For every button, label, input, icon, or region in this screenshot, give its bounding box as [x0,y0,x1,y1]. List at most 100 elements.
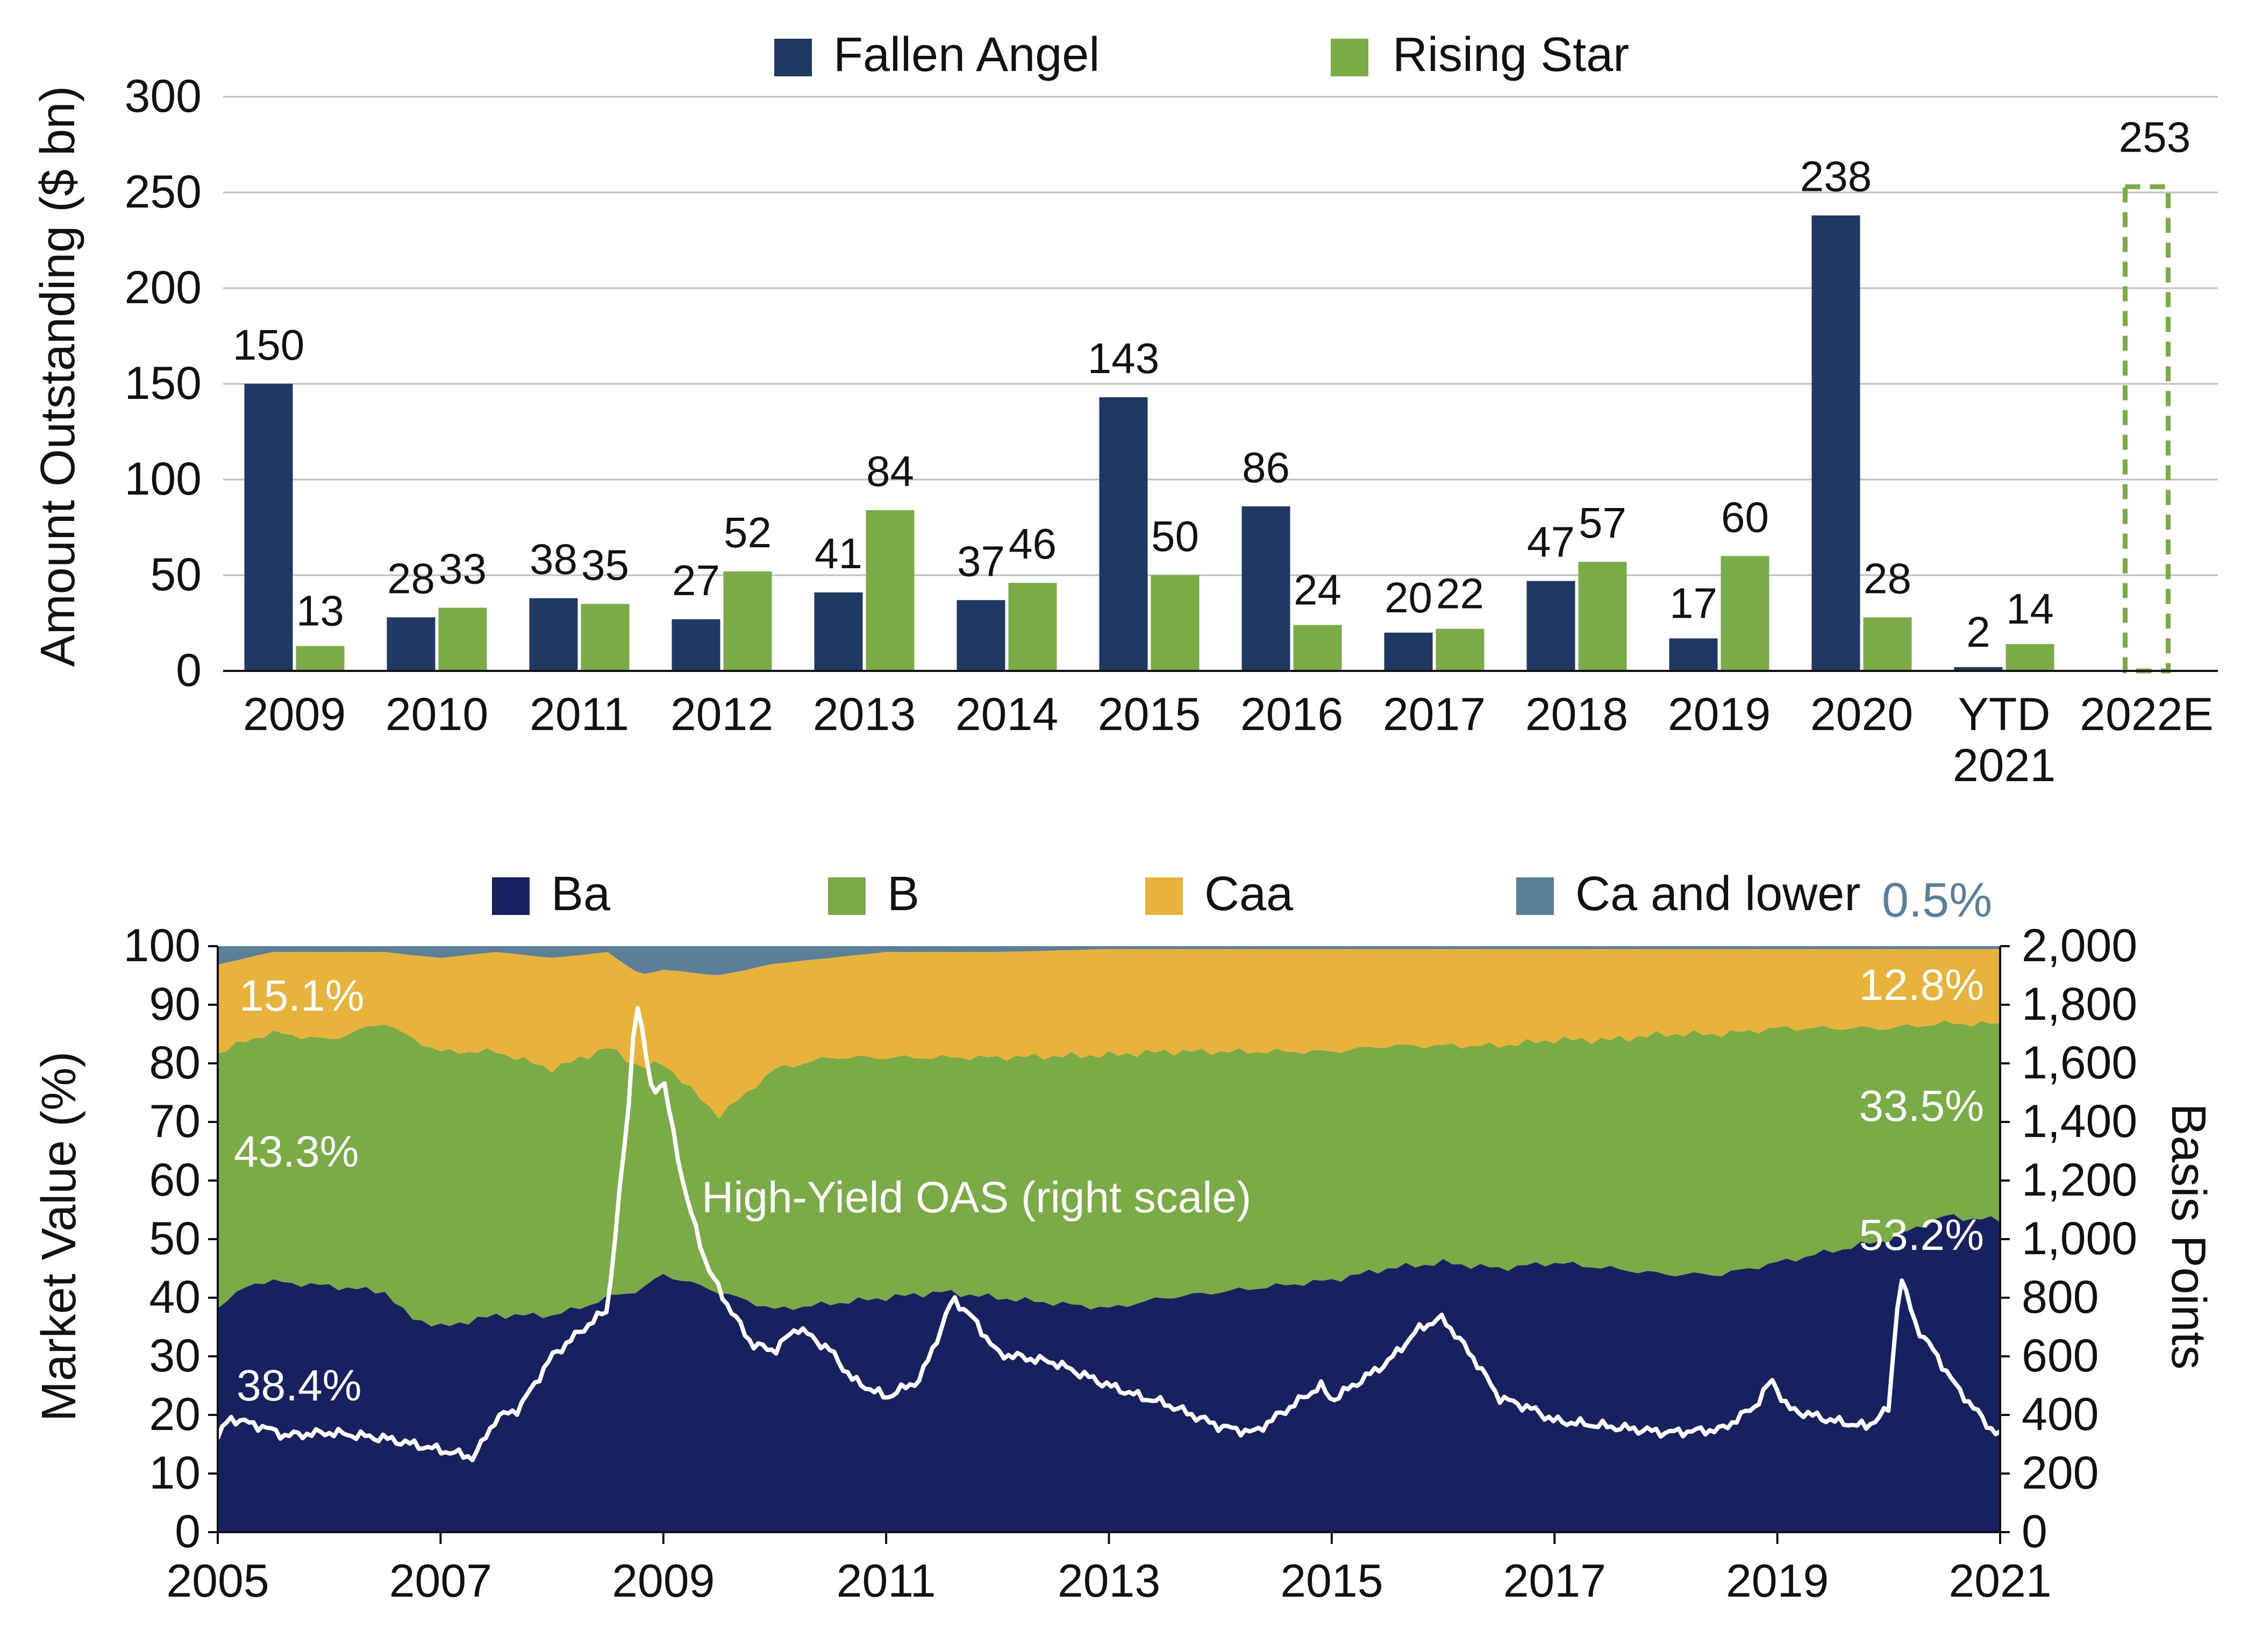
bar-estimate-label: 253 [2119,113,2190,161]
bar-value-label: 50 [1151,512,1199,560]
bottom-y2-tick-label: 1,000 [2022,1213,2137,1264]
bottom-y-tick-label: 100 [124,920,201,971]
bar-estimate [2123,184,2171,674]
top-x-tick-label: 2013 [813,689,916,740]
bar-fallen-angel [1954,667,2003,671]
bar-value-label: 57 [1579,499,1626,547]
bar-value-label: 60 [1721,493,1769,541]
bar-rising-star [1008,583,1057,671]
top-x-tick-label: 2016 [1240,689,1343,740]
bar-value-label: 28 [1864,554,1911,602]
legend-label-ca-and-lower: Ca and lower [1575,867,1860,921]
bottom-x-tick-label: 2007 [389,1555,492,1607]
bar-fallen-angel [529,598,578,671]
bottom-x-tick-label: 2011 [837,1555,936,1607]
bottom-y-tick-label: 30 [149,1330,201,1382]
annotation-b-start: 43.3% [234,1127,359,1176]
bar-rising-star [723,571,772,671]
legend-label-rising-star: Rising Star [1393,28,1629,82]
top-y-axis-title: Amount Outstanding ($ bn) [31,86,85,667]
bar-rising-star [1721,556,1769,671]
bar-value-label: 46 [1009,520,1057,568]
bottom-oas-line [216,1006,2002,1463]
bottom-y-tick-label: 0 [175,1506,201,1557]
legend-swatch-b [828,877,866,915]
bar-value-label: 24 [1294,566,1341,614]
bar-value-label: 20 [1384,574,1432,621]
bottom-y2-axis-title: Basis Points [2161,1103,2215,1369]
bottom-y-tick-label: 70 [149,1096,201,1147]
bar-value-label: 33 [439,545,487,593]
top-x-tick-label: YTD [1958,689,2051,740]
bar-rising-star [438,607,487,671]
annotation-caa-end: 12.8% [1859,961,1984,1010]
bottom-y-tick-label: 10 [149,1447,201,1499]
legend-label-ba: Ba [551,867,611,921]
bottom-x-tick-label: 2017 [1503,1555,1606,1607]
legend-label-b: B [887,867,919,921]
bar-rising-star [1436,628,1485,671]
bottom-x-tick-label: 2005 [166,1555,269,1607]
bar-value-label: 2 [1966,608,1990,656]
top-y-tick-label: 50 [150,549,202,600]
legend-swatch-rising-star [1331,39,1368,76]
bar-fallen-angel [957,600,1005,671]
top-x-tick-label: 2010 [386,689,488,740]
top-y-tick-label: 100 [125,453,202,505]
bar-fallen-angel [814,592,863,671]
bottom-y2-tick-label: 0 [2022,1506,2047,1557]
bar-rising-star [1293,625,1342,671]
top-x-tick-label: 2018 [1525,689,1628,740]
top-gridlines [223,96,2218,576]
bar-value-label: 86 [1242,444,1290,491]
annotation-ba-end: 53.2% [1859,1211,1984,1260]
bar-value-label: 52 [724,509,772,556]
top-x-tick-label: 2020 [1810,689,1913,740]
bottom-y-tick-label: 60 [149,1154,201,1206]
bottom-areas [218,946,2000,1532]
bar-rising-star [296,646,345,671]
annotation-ca-end: 0.5% [1882,874,1992,927]
area-ba [218,1214,2000,1532]
bar-value-label: 38 [530,535,577,583]
top-x-tick-label: 2015 [1098,689,1201,740]
bar-rising-star [1578,562,1627,671]
bottom-y-tick-label: 50 [149,1213,201,1264]
bar-rising-star [1863,617,1912,671]
bar-value-label: 22 [1436,570,1484,618]
bar-value-label: 238 [1800,153,1872,201]
top-x-tick-label: 2022E [2080,689,2214,740]
area-caa [218,949,2000,1119]
bar-fallen-angel [1669,638,1718,671]
top-y-tick-label: 150 [125,357,202,409]
bar-rising-star [866,510,915,671]
bottom-y2-tick-label: 2,000 [2022,920,2137,971]
bar-value-label: 47 [1527,518,1575,566]
annotation-caa-start: 15.1% [239,971,365,1020]
bar-value-label: 41 [815,530,862,577]
top-x-tick-label: 2009 [243,689,346,740]
bottom-y2-tick-label: 1,200 [2022,1154,2137,1206]
bar-rising-star [1151,575,1200,671]
legend-swatch-fallen-angel [774,39,812,76]
bottom-x-tick-label: 2019 [1726,1555,1829,1607]
area-b [218,1020,2000,1327]
bar-fallen-angel [672,619,720,671]
top-x-tick-label: 2021 [1953,740,2056,791]
annotation-oas-label: High-Yield OAS (right scale) [702,1173,1251,1222]
bottom-y-tick-label: 20 [149,1389,201,1440]
top-x-tick-label: 2011 [530,689,629,740]
legend-swatch-caa [1145,877,1183,915]
bar-value-label: 150 [233,321,304,369]
bottom-axes: 0 10 20 30 40 50 60 70 80 90 100 0 200 400 600 800 1,000… [124,920,2138,1607]
top-y-tick-label: 300 [125,70,202,122]
annotation-b-end: 33.5% [1859,1082,1984,1131]
bar-fallen-angel [1811,215,1860,671]
bar-fallen-angel [1526,581,1575,671]
bar-value-label: 143 [1088,334,1159,382]
annotation-ba-start: 38.4% [237,1361,362,1410]
